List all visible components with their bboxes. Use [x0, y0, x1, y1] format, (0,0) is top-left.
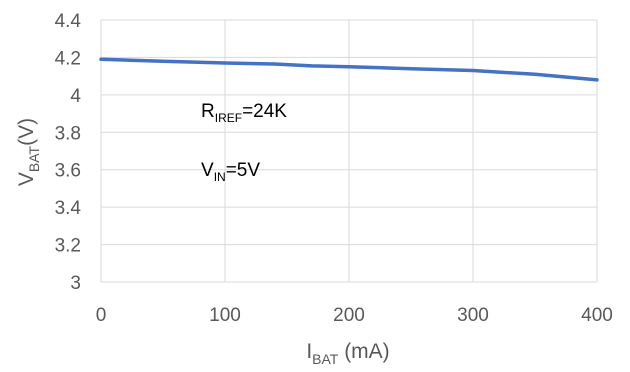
x-axis-label-main: I — [306, 340, 312, 363]
y-axis-label-sub: BAT — [26, 145, 42, 172]
y-tick-label: 4.2 — [55, 48, 81, 69]
annotation-vin: VIN=5V — [201, 160, 260, 184]
y-tick-label: 4.4 — [55, 11, 82, 32]
annotation-vin-rest: =5V — [226, 160, 261, 181]
y-tick-label: 3.8 — [55, 123, 81, 144]
annotation-vin-main: V — [201, 160, 214, 181]
y-tick-label: 3.6 — [55, 161, 81, 182]
x-axis-label: IBAT (mA) — [306, 340, 389, 367]
x-axis-label-rest: (mA) — [338, 340, 389, 363]
series-group — [99, 57, 599, 82]
y-tick-label: 3 — [70, 273, 81, 294]
y-tick-label: 4 — [70, 86, 81, 107]
series-line — [99, 57, 599, 82]
x-tick-labels: 0 100 200 300 400 — [96, 305, 613, 326]
gridlines — [100, 19, 598, 283]
annotation-riref-sub: IREF — [215, 111, 242, 125]
y-tick-label: 3.4 — [55, 198, 82, 219]
y-tick-label: 3.2 — [55, 236, 81, 257]
y-axis-label-main: V — [15, 172, 38, 186]
annotation-riref: RIREF=24K — [201, 101, 287, 125]
x-axis-label-sub: BAT — [312, 351, 339, 367]
x-tick-label: 100 — [209, 305, 241, 326]
x-tick-label: 400 — [581, 305, 613, 326]
y-axis-label-rest: (V) — [15, 118, 38, 146]
annotation-riref-rest: =24K — [242, 101, 287, 122]
x-tick-label: 0 — [96, 305, 107, 326]
y-tick-labels: 3 3.2 3.4 3.6 3.8 4 4.2 4.4 — [55, 11, 82, 294]
x-tick-label: 200 — [333, 305, 365, 326]
x-tick-label: 300 — [457, 305, 489, 326]
y-axis-label: VBAT(V) — [15, 118, 42, 186]
annotation-vin-sub: IN — [214, 170, 226, 184]
annotation-riref-main: R — [201, 101, 215, 122]
